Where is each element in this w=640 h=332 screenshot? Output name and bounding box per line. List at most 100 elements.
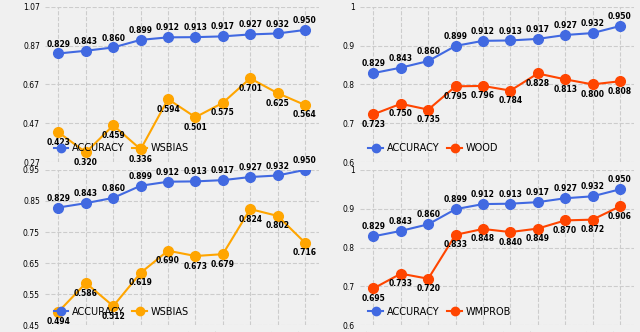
ACCURACY [301,28,309,32]
Text: 0.735: 0.735 [416,115,440,124]
Text: 0.927: 0.927 [553,184,577,193]
ACCURACY [164,35,172,39]
ACCURACY [424,222,432,226]
ACCURACY [369,234,377,238]
Text: 0.917: 0.917 [525,188,550,197]
WOOD [506,89,514,93]
Text: 0.932: 0.932 [580,182,604,191]
ACCURACY [137,184,145,188]
ACCURACY [219,35,227,39]
Text: 0.625: 0.625 [266,99,289,108]
Text: 0.950: 0.950 [293,16,317,25]
ACCURACY [561,196,569,200]
Text: 0.950: 0.950 [608,12,632,21]
Legend: ACCURACY, WSBIAS: ACCURACY, WSBIAS [50,303,193,320]
ACCURACY [589,194,596,198]
WOOD [369,112,377,116]
Text: 0.932: 0.932 [580,19,604,28]
WMPROB [452,233,460,237]
Text: 0.843: 0.843 [389,54,413,63]
Text: 0.720: 0.720 [416,284,440,293]
Line: WSBIAS: WSBIAS [54,73,310,157]
WSBIAS [274,214,282,218]
WOOD [424,108,432,112]
ACCURACY [109,45,117,49]
ACCURACY [274,174,282,178]
Text: 0.336: 0.336 [129,155,152,164]
Text: 0.701: 0.701 [238,84,262,93]
ACCURACY [82,49,90,53]
ACCURACY [246,33,254,37]
WMPROB [561,218,569,222]
ACCURACY [616,24,624,28]
Text: 0.843: 0.843 [74,189,98,198]
WMPROB [397,272,404,276]
Text: 0.802: 0.802 [266,221,289,230]
ACCURACY [561,33,569,37]
Text: 0.840: 0.840 [499,238,522,247]
Text: 0.860: 0.860 [416,47,440,56]
ACCURACY [479,39,487,43]
ACCURACY [424,59,432,63]
ACCURACY [54,51,62,55]
Text: 0.843: 0.843 [389,217,413,226]
Text: 0.716: 0.716 [293,248,317,257]
ACCURACY [397,66,404,70]
Text: 0.899: 0.899 [444,32,468,41]
Text: 0.950: 0.950 [293,156,317,165]
Text: 0.912: 0.912 [156,23,180,33]
ACCURACY [534,37,541,41]
ACCURACY [589,31,596,35]
WSBIAS [301,241,309,245]
WMPROB [589,218,596,222]
Text: 0.800: 0.800 [580,90,605,99]
ACCURACY [506,39,514,42]
WOOD [397,102,404,106]
WSBIAS [301,103,309,107]
Line: WOOD: WOOD [369,69,625,119]
Text: 0.860: 0.860 [101,34,125,42]
Text: 0.494: 0.494 [47,317,70,326]
WSBIAS [219,101,227,105]
Text: 0.860: 0.860 [416,210,440,219]
WSBIAS [191,115,199,119]
WSBIAS [109,124,117,127]
Text: 0.917: 0.917 [525,25,550,34]
WSBIAS [164,249,172,253]
Text: 0.872: 0.872 [580,225,605,234]
WOOD [452,84,460,88]
WMPROB [479,227,487,231]
Text: 0.501: 0.501 [184,123,207,132]
Text: 0.917: 0.917 [211,23,235,32]
Text: 0.829: 0.829 [47,194,70,203]
Text: 0.932: 0.932 [266,162,289,171]
WMPROB [534,226,541,230]
Text: 0.690: 0.690 [156,256,180,265]
Line: WSBIAS: WSBIAS [54,204,310,316]
ACCURACY [191,179,199,183]
Text: 0.906: 0.906 [608,212,632,221]
Text: 0.564: 0.564 [293,111,317,120]
Line: ACCURACY: ACCURACY [369,21,625,78]
Text: 0.512: 0.512 [101,311,125,321]
Text: 0.679: 0.679 [211,260,235,269]
ACCURACY [137,38,145,42]
Text: 0.750: 0.750 [389,109,413,118]
Text: 0.784: 0.784 [499,96,522,105]
Text: 0.824: 0.824 [238,214,262,223]
WMPROB [616,205,624,208]
Text: 0.829: 0.829 [47,40,70,48]
Text: 0.423: 0.423 [47,138,70,147]
Text: 0.899: 0.899 [129,172,153,181]
Text: 0.320: 0.320 [74,158,98,167]
Text: 0.927: 0.927 [553,21,577,30]
Legend: ACCURACY, WSBIAS: ACCURACY, WSBIAS [50,139,193,157]
WSBIAS [109,304,117,308]
Text: 0.619: 0.619 [129,278,152,287]
ACCURACY [82,201,90,205]
WSBIAS [82,281,90,285]
ACCURACY [274,32,282,36]
Text: 0.913: 0.913 [184,23,207,32]
Legend: ACCURACY, WMPROB: ACCURACY, WMPROB [365,303,515,320]
Text: 0.828: 0.828 [525,79,550,88]
